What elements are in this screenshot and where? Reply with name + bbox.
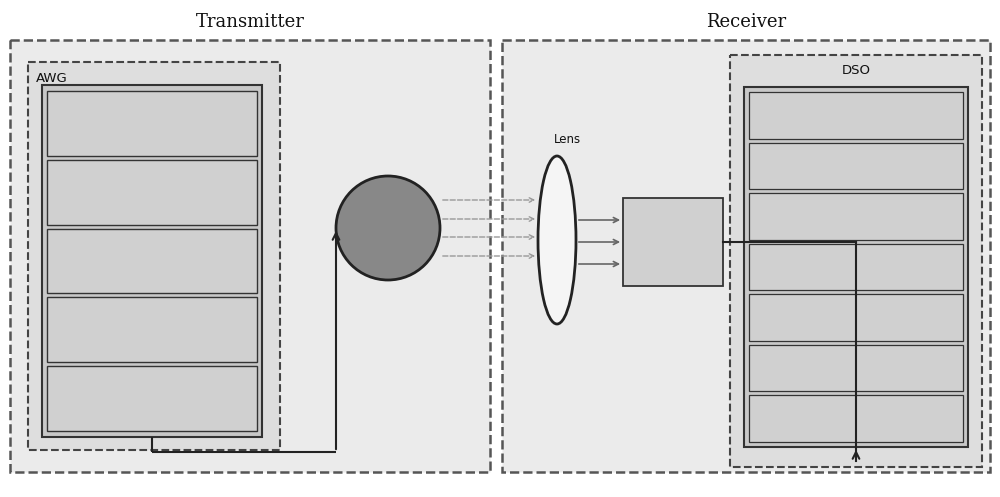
- Circle shape: [336, 176, 440, 280]
- Bar: [502, 40, 990, 472]
- Bar: [749, 92, 963, 139]
- Bar: [749, 294, 963, 341]
- Bar: [42, 85, 262, 437]
- Text: Volterra DFE: Volterra DFE: [821, 262, 891, 272]
- Bar: [47, 160, 257, 225]
- Text: OLED: OLED: [371, 222, 405, 235]
- Text: DSO: DSO: [842, 65, 870, 78]
- Text: M-QAM
Mapping: M-QAM Mapping: [128, 181, 176, 203]
- Text: AWG: AWG: [36, 72, 68, 84]
- Bar: [749, 193, 963, 240]
- Text: Lens: Lens: [553, 133, 581, 146]
- Ellipse shape: [538, 156, 576, 324]
- Text: APD: APD: [660, 236, 686, 248]
- Text: M-QAM
Demapping: M-QAM Demapping: [824, 155, 888, 176]
- Text: Pilot inserting: Pilot inserting: [114, 325, 190, 335]
- Text: FFT: FFT: [846, 211, 866, 222]
- Text: Bits stream: Bits stream: [120, 118, 184, 128]
- Bar: [749, 396, 963, 442]
- Bar: [730, 55, 982, 467]
- Bar: [47, 366, 257, 431]
- Bar: [749, 244, 963, 290]
- Text: LPF: LPF: [846, 414, 866, 424]
- Bar: [47, 91, 257, 156]
- Text: IFFT: IFFT: [141, 256, 163, 266]
- Bar: [10, 40, 490, 472]
- Bar: [28, 62, 280, 450]
- Text: Receiver: Receiver: [706, 13, 786, 31]
- Text: Bits stream: Bits stream: [824, 110, 888, 120]
- Bar: [749, 143, 963, 189]
- Text: Down-Sampling: Down-Sampling: [812, 363, 900, 373]
- Bar: [47, 229, 257, 293]
- Text: Transmitter: Transmitter: [196, 13, 304, 31]
- Bar: [47, 297, 257, 362]
- Text: CP addition: CP addition: [120, 394, 184, 404]
- Bar: [623, 198, 723, 286]
- Bar: [744, 87, 968, 447]
- Bar: [749, 345, 963, 392]
- Text: Synchronization: Synchronization: [811, 313, 901, 323]
